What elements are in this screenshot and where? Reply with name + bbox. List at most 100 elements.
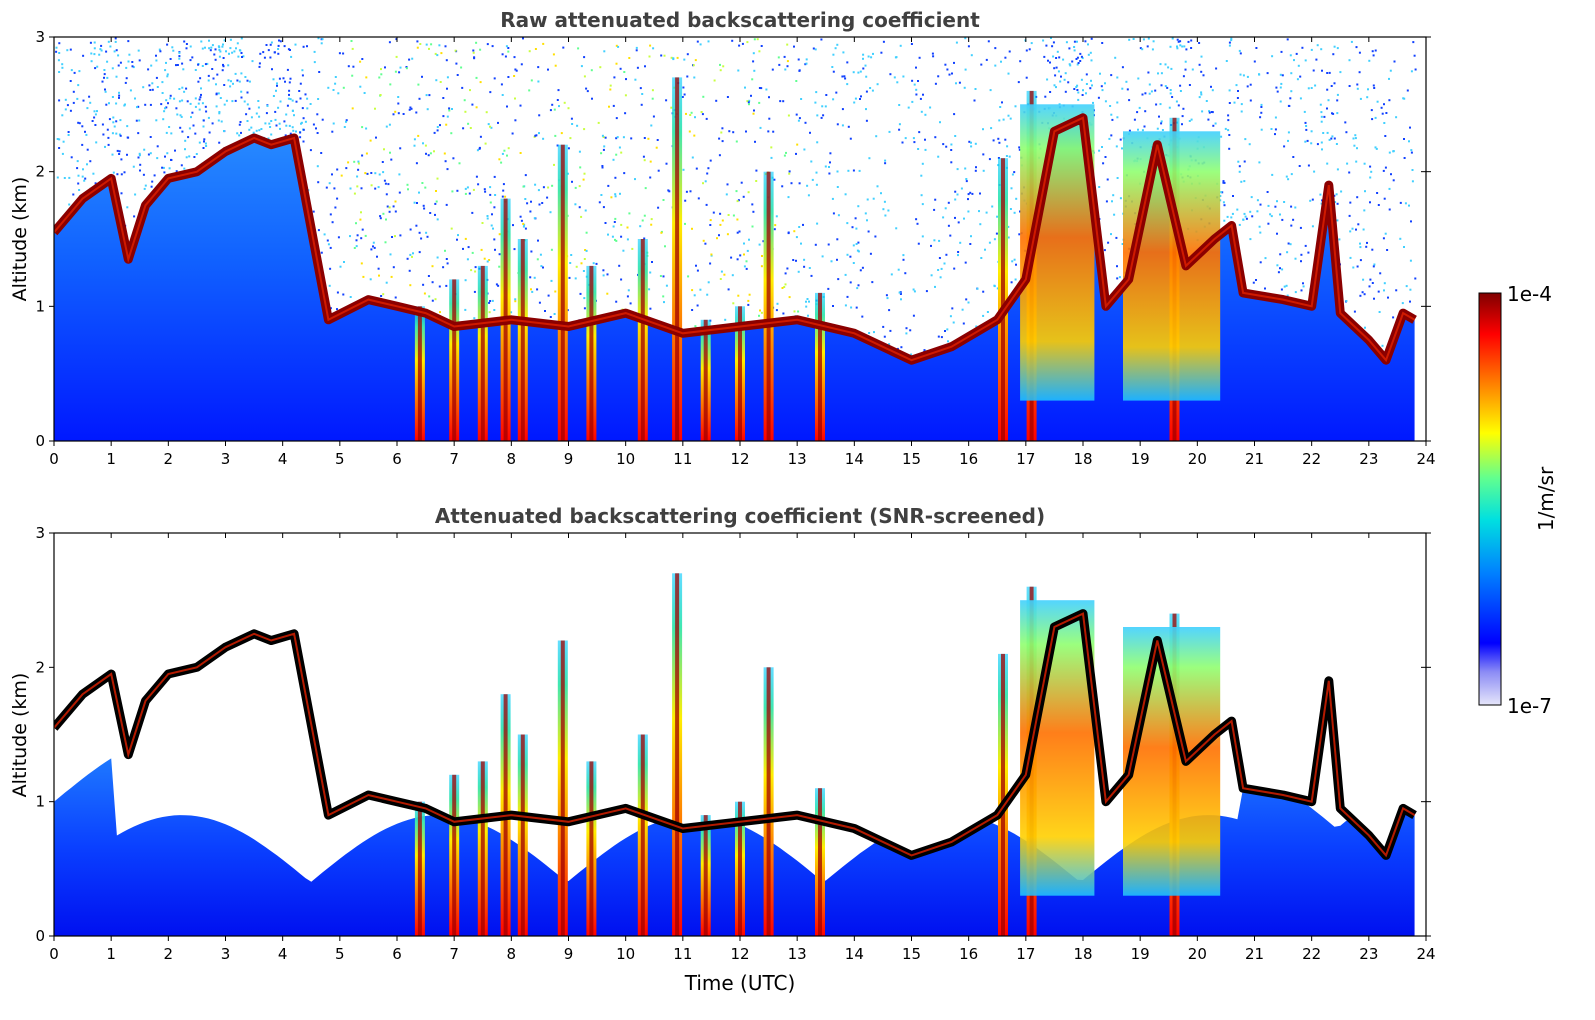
noise-speckle [409, 106, 412, 109]
noise-speckle [1008, 50, 1011, 53]
noise-speckle [1280, 288, 1283, 291]
noise-speckle [436, 177, 439, 180]
noise-speckle [643, 237, 646, 240]
noise-speckle [1179, 90, 1182, 92]
noise-speckle [147, 68, 150, 71]
noise-speckle [240, 96, 243, 99]
noise-speckle [1248, 143, 1251, 146]
noise-speckle [612, 104, 615, 107]
noise-speckle [549, 211, 552, 214]
noise-speckle [745, 130, 747, 133]
noise-speckle [1408, 140, 1410, 143]
noise-speckle [234, 99, 237, 102]
noise-speckle [258, 65, 261, 68]
noise-speckle [987, 40, 990, 43]
noise-speckle [1208, 111, 1211, 114]
noise-speckle [1304, 140, 1307, 143]
noise-speckle [304, 93, 307, 96]
noise-speckle [139, 169, 141, 172]
noise-speckle [289, 77, 292, 80]
noise-speckle [115, 132, 118, 135]
noise-speckle [361, 228, 364, 231]
noise-speckle [394, 235, 396, 238]
noise-speckle [748, 238, 750, 241]
noise-speckle [77, 174, 80, 177]
noise-speckle [1171, 96, 1174, 98]
noise-speckle [1076, 56, 1079, 59]
noise-speckle [411, 57, 414, 60]
noise-speckle [542, 266, 544, 269]
noise-speckle [1245, 217, 1248, 220]
noise-speckle [316, 132, 319, 134]
noise-speckle [938, 239, 941, 242]
x-tick-label: 24 [1416, 450, 1435, 468]
noise-speckle [238, 134, 241, 137]
noise-speckle [475, 175, 478, 178]
noise-speckle [179, 126, 182, 129]
noise-speckle [504, 55, 507, 58]
noise-speckle [350, 40, 353, 42]
noise-speckle [428, 295, 431, 298]
noise-speckle [352, 65, 355, 68]
noise-speckle [522, 222, 525, 225]
noise-speckle [442, 97, 445, 99]
noise-speckle [458, 162, 461, 165]
noise-speckle [494, 248, 496, 251]
noise-speckle [137, 156, 140, 159]
noise-speckle [699, 288, 702, 291]
noise-speckle [1079, 60, 1082, 62]
noise-speckle [416, 202, 418, 204]
x-tick-label: 3 [221, 945, 231, 963]
noise-speckle [751, 225, 754, 228]
noise-speckle [313, 50, 316, 53]
noise-speckle [994, 47, 997, 50]
noise-speckle [852, 244, 855, 247]
noise-speckle [750, 94, 752, 97]
noise-speckle [418, 251, 421, 254]
noise-speckle [76, 167, 79, 170]
noise-speckle [446, 115, 449, 118]
noise-speckle [288, 89, 291, 92]
noise-speckle [498, 265, 501, 268]
noise-speckle [238, 123, 241, 126]
noise-speckle [662, 295, 665, 298]
noise-speckle [872, 52, 874, 55]
noise-speckle [1356, 87, 1359, 90]
noise-speckle [394, 210, 397, 213]
noise-speckle [309, 103, 312, 105]
noise-speckle [507, 76, 510, 78]
noise-speckle [910, 353, 913, 356]
noise-speckle [816, 222, 819, 225]
noise-speckle [479, 48, 482, 51]
noise-speckle [67, 131, 70, 133]
noise-speckle [1338, 238, 1341, 241]
noise-speckle [948, 73, 951, 76]
noise-speckle [223, 130, 225, 132]
noise-speckle [651, 261, 653, 263]
noise-speckle [662, 199, 665, 201]
noise-speckle [1116, 177, 1119, 179]
noise-speckle [240, 52, 243, 54]
noise-speckle [227, 79, 230, 82]
noise-speckle [1413, 54, 1416, 57]
noise-speckle [782, 312, 785, 315]
noise-speckle [709, 219, 712, 222]
noise-speckle [1281, 74, 1284, 77]
noise-speckle [558, 105, 560, 108]
noise-speckle [884, 162, 887, 165]
noise-speckle [234, 72, 237, 75]
noise-speckle [1267, 222, 1270, 225]
noise-speckle [1126, 88, 1129, 91]
noise-speckle [719, 223, 722, 226]
noise-speckle [55, 46, 58, 49]
noise-speckle [1046, 78, 1049, 81]
noise-speckle [1057, 70, 1060, 73]
noise-speckle [1064, 90, 1067, 93]
noise-speckle [225, 50, 227, 53]
noise-speckle [434, 202, 437, 205]
noise-speckle [652, 47, 655, 50]
noise-speckle [803, 258, 806, 261]
noise-speckle [1377, 290, 1380, 293]
noise-speckle [578, 185, 581, 188]
noise-speckle [402, 113, 405, 115]
